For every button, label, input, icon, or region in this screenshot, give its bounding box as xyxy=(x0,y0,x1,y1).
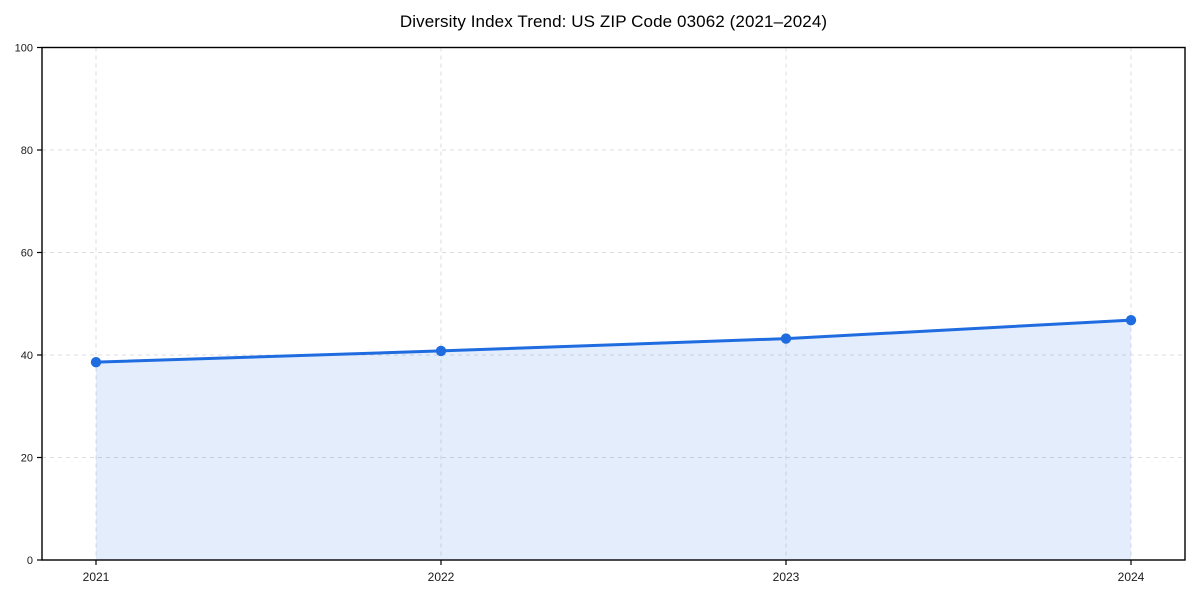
x-tick-label: 2024 xyxy=(1118,570,1145,584)
chart-title: Diversity Index Trend: US ZIP Code 03062… xyxy=(399,12,828,31)
trend-line xyxy=(94,318,1133,364)
y-tick-label: 60 xyxy=(21,248,33,260)
data-point-2022 xyxy=(435,345,447,357)
y-tick-label: 20 xyxy=(21,453,33,465)
y-tick-label: 100 xyxy=(15,43,33,55)
data-point-2024 xyxy=(1125,314,1137,326)
data-point-2021 xyxy=(90,356,102,368)
y-tick-label: 80 xyxy=(21,145,33,157)
x-tick-label: 2022 xyxy=(428,570,455,584)
y-tick-label: 0 xyxy=(27,555,33,567)
y-tick-label: 40 xyxy=(21,350,33,362)
area-fill xyxy=(96,320,1131,560)
axes-frame xyxy=(41,46,1186,561)
x-tick-label: 2021 xyxy=(83,570,110,584)
x-tick-label: 2023 xyxy=(773,570,800,584)
data-point-2023 xyxy=(780,333,792,344)
